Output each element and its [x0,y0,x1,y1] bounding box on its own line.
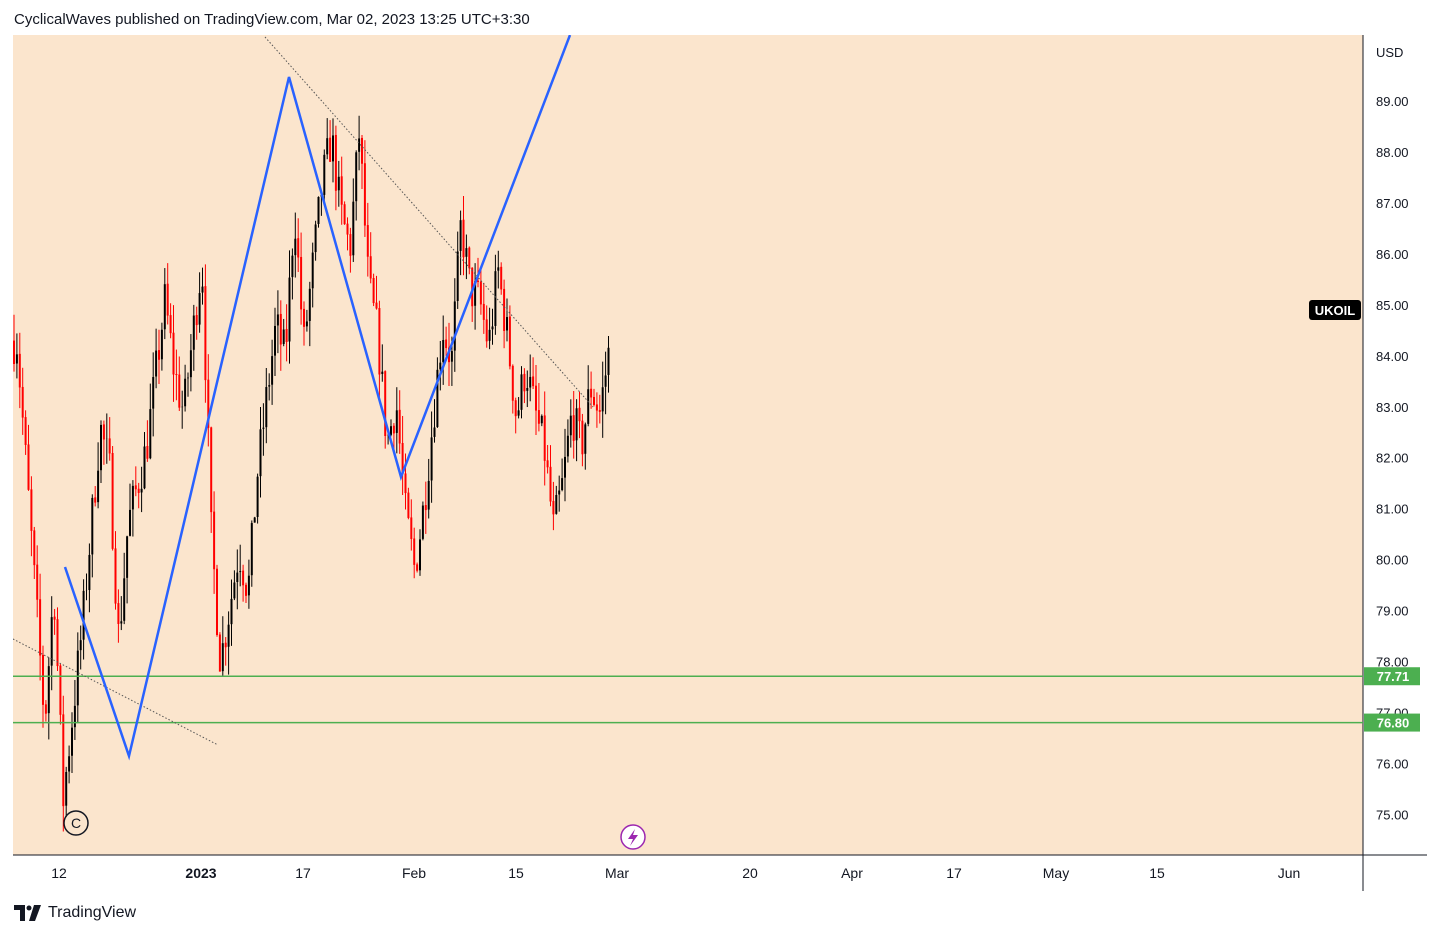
time-tick-label: Mar [605,865,629,881]
time-tick-label: 12 [51,865,67,881]
time-axis-background [13,855,1427,891]
currency-label: USD [1376,45,1403,60]
price-tick-label: 89.00 [1376,94,1409,109]
price-badges: UKOIL 77.71 76.80 [1309,300,1420,732]
plot-background[interactable] [13,35,1363,855]
price-tick-label: 85.00 [1376,298,1409,313]
time-axis[interactable]: 12 2023 17 Feb 15 Mar 20 Apr 17 May 15 Jun [51,865,1300,881]
symbol-badge-label: UKOIL [1315,303,1356,318]
price-level-badge-label: 76.80 [1377,716,1410,731]
chart-frame[interactable]: C USD 89.00 88.00 87.00 86.00 85.00 84.00 83.00… [12,34,1427,891]
price-tick-label: 79.00 [1376,604,1409,619]
lightning-glyph-icon [628,829,638,846]
time-tick-label: 17 [295,865,311,881]
publish-info: CyclicalWaves published on TradingView.c… [14,11,530,28]
time-tick-label: 20 [742,865,758,881]
tradingview-logo-icon [14,905,41,921]
price-tick-label: 82.00 [1376,451,1409,466]
symbol-badge[interactable] [1309,300,1361,321]
price-tick-label: 78.00 [1376,654,1409,669]
time-tick-label: 15 [1149,865,1165,881]
time-tick-label: 17 [946,865,962,881]
time-tick-label: Feb [402,865,426,881]
candles-layer [13,115,610,832]
price-tick-label: 88.00 [1376,145,1409,160]
wave-zigzag-line[interactable] [63,34,572,761]
footer-brand-label: TradingView [48,904,137,921]
drawings-layer: C [12,34,1363,850]
price-tick-label: 86.00 [1376,247,1409,262]
price-level-badge[interactable] [1364,713,1420,732]
time-tick-label: 2023 [185,865,216,881]
wave-label-text: C [71,815,81,831]
price-axis[interactable]: USD 89.00 88.00 87.00 86.00 85.00 84.00 83.00 82… [1376,45,1409,822]
price-chart[interactable]: C USD 89.00 88.00 87.00 86.00 85.00 84.00 83.00… [12,34,1427,891]
price-tick-label: 80.00 [1376,553,1409,568]
price-tick-label: 83.00 [1376,400,1409,415]
price-tick-label: 75.00 [1376,807,1409,822]
price-tick-label: 76.00 [1376,756,1409,771]
time-tick-label: May [1043,865,1069,881]
time-tick-label: Jun [1278,865,1301,881]
price-tick-label: 81.00 [1376,502,1409,517]
wave-label-circle[interactable] [63,810,89,836]
price-level-badge[interactable] [1364,667,1420,686]
time-tick-label: Apr [841,865,863,881]
time-tick-label: 15 [508,865,524,881]
footer-brand[interactable]: TradingView [14,904,136,922]
price-tick-label: 84.00 [1376,349,1409,364]
price-level-badge-label: 77.71 [1377,669,1410,684]
price-tick-label: 87.00 [1376,196,1409,211]
